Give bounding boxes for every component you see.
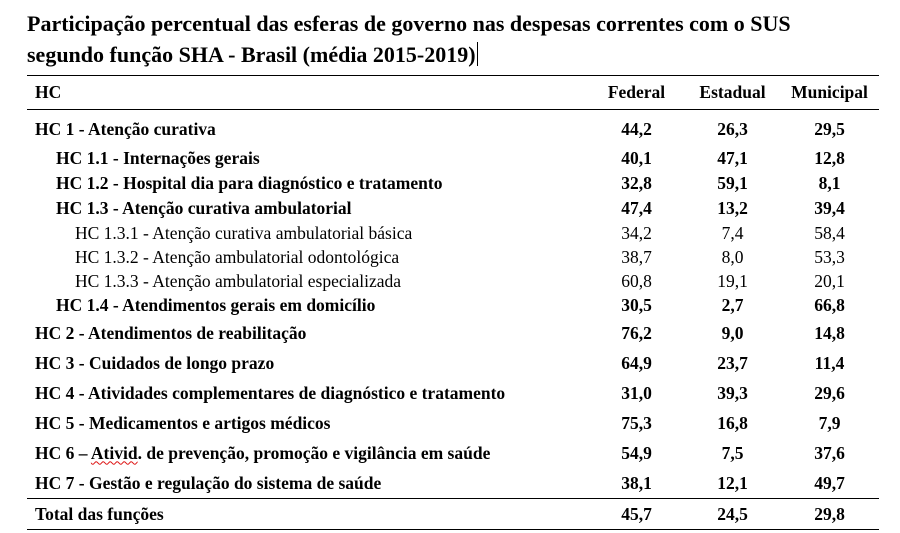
cell-municipal: 29,6: [814, 382, 845, 403]
total-federal: 45,7: [588, 498, 685, 530]
row-label-suffix: . de prevenção, promoção e vigilância em…: [137, 442, 491, 463]
cell-federal: 32,8: [621, 173, 652, 193]
total-label: Total das funções: [27, 498, 588, 530]
cell-municipal: 53,3: [814, 246, 845, 267]
table-row: HC 4 - Atividades complementares de diag…: [27, 378, 879, 408]
cell-estadual: 7,4: [721, 222, 744, 243]
cell-federal: 64,9: [621, 352, 652, 373]
cell-federal: 30,5: [621, 295, 652, 315]
cell-federal: 31,0: [621, 382, 652, 403]
cell-federal: 60,8: [621, 270, 652, 291]
table-row: HC 3 - Cuidados de longo prazo 64,9 23,7…: [27, 348, 879, 378]
row-label: HC 1.3.3 - Atenção ambulatorial especial…: [75, 270, 402, 291]
cell-estadual: 19,1: [717, 270, 748, 291]
table-row: HC 1.3.1 - Atenção curativa ambulatorial…: [27, 221, 879, 245]
cell-federal: 38,1: [621, 472, 652, 493]
row-label: HC 1 - Atenção curativa: [35, 119, 216, 139]
cell-federal: 34,2: [621, 222, 652, 243]
cell-estadual: 23,7: [717, 352, 748, 373]
cell-municipal: 49,7: [814, 472, 845, 493]
cell-estadual: 2,7: [721, 295, 744, 315]
cell-municipal: 11,4: [814, 352, 845, 373]
table-row: HC 1.4 - Atendimentos gerais em domicíli…: [27, 293, 879, 318]
cell-federal: 40,1: [621, 148, 652, 168]
table-row: HC 1.3 - Atenção curativa ambulatorial 4…: [27, 196, 879, 221]
cell-municipal: 66,8: [814, 295, 845, 315]
cell-estadual: 7,5: [721, 442, 744, 463]
cell-estadual: 26,3: [717, 119, 748, 139]
cell-estadual: 39,3: [717, 382, 748, 403]
header-hc: HC: [27, 75, 588, 110]
cell-municipal: 37,6: [814, 442, 845, 463]
title-line-1: Participação percentual das esferas de g…: [27, 11, 791, 36]
row-label: HC 6 – Ativid. de prevenção, promoção e …: [27, 438, 588, 468]
table-row: HC 1.3.2 - Atenção ambulatorial odontoló…: [27, 245, 879, 269]
cell-estadual: 16,8: [717, 412, 748, 433]
header-municipal: Municipal: [780, 75, 879, 110]
cell-estadual: 12,1: [717, 472, 748, 493]
cell-federal: 44,2: [621, 119, 652, 139]
title-line-2: segundo função SHA - Brasil (média 2015-…: [27, 42, 476, 67]
header-row: HC Federal Estadual Municipal: [27, 75, 879, 110]
cell-municipal: 8,1: [818, 173, 841, 193]
cell-municipal: 39,4: [814, 198, 845, 218]
row-label: HC 1.1 - Internações gerais: [56, 148, 260, 168]
row-label: HC 1.2 - Hospital dia para diagnóstico e…: [56, 173, 443, 193]
table-title: Participação percentual das esferas de g…: [27, 8, 887, 70]
table-row: HC 1 - Atenção curativa 44,2 26,3 29,5: [27, 110, 879, 147]
cell-municipal: 14,8: [814, 322, 845, 343]
cell-estadual: 13,2: [717, 198, 748, 218]
cell-estadual: 59,1: [717, 173, 748, 193]
header-federal: Federal: [588, 75, 685, 110]
cell-municipal: 20,1: [814, 270, 845, 291]
row-label: HC 7 - Gestão e regulação do sistema de …: [35, 472, 382, 493]
row-label: HC 2 - Atendimentos de reabilitação: [35, 322, 307, 343]
cell-estadual: 8,0: [721, 246, 744, 267]
cell-federal: 76,2: [621, 322, 652, 343]
cell-federal: 47,4: [621, 198, 652, 218]
header-estadual: Estadual: [685, 75, 780, 110]
table-row: HC 5 - Medicamentos e artigos médicos 75…: [27, 408, 879, 438]
cell-federal: 38,7: [621, 246, 652, 267]
table-row: HC 1.1 - Internações gerais 40,1 47,1 12…: [27, 146, 879, 171]
cell-municipal: 7,9: [818, 412, 841, 433]
row-label: HC 3 - Cuidados de longo prazo: [35, 352, 275, 373]
table-row: HC 2 - Atendimentos de reabilitação 76,2…: [27, 318, 879, 348]
row-label: HC 4 - Atividades complementares de diag…: [35, 382, 506, 403]
table-row: HC 7 - Gestão e regulação do sistema de …: [27, 468, 879, 499]
cell-estadual: 9,0: [721, 322, 744, 343]
cell-municipal: 29,5: [814, 119, 845, 139]
total-estadual: 24,5: [685, 498, 780, 530]
text-cursor: [476, 42, 478, 66]
cell-federal: 75,3: [621, 412, 652, 433]
table-row: HC 6 – Ativid. de prevenção, promoção e …: [27, 438, 879, 468]
table-row: HC 1.2 - Hospital dia para diagnóstico e…: [27, 171, 879, 196]
spellcheck-flagged-word: Ativid: [90, 442, 138, 463]
table-row: HC 1.3.3 - Atenção ambulatorial especial…: [27, 269, 879, 293]
total-row: Total das funções 45,7 24,5 29,8: [27, 498, 879, 530]
cell-federal: 54,9: [621, 442, 652, 463]
cell-estadual: 47,1: [717, 148, 748, 168]
row-label: HC 1.4 - Atendimentos gerais em domicíli…: [56, 295, 376, 315]
row-label: HC 1.3.1 - Atenção curativa ambulatorial…: [75, 222, 413, 243]
total-municipal: 29,8: [780, 498, 879, 530]
row-label-prefix: HC 6 –: [35, 442, 91, 463]
cell-municipal: 12,8: [814, 148, 845, 168]
row-label: HC 1.3 - Atenção curativa ambulatorial: [56, 198, 352, 218]
row-label: HC 1.3.2 - Atenção ambulatorial odontoló…: [75, 246, 400, 267]
cell-municipal: 58,4: [814, 222, 845, 243]
row-label: HC 5 - Medicamentos e artigos médicos: [35, 412, 331, 433]
data-table: HC Federal Estadual Municipal HC 1 - Ate…: [27, 75, 879, 530]
